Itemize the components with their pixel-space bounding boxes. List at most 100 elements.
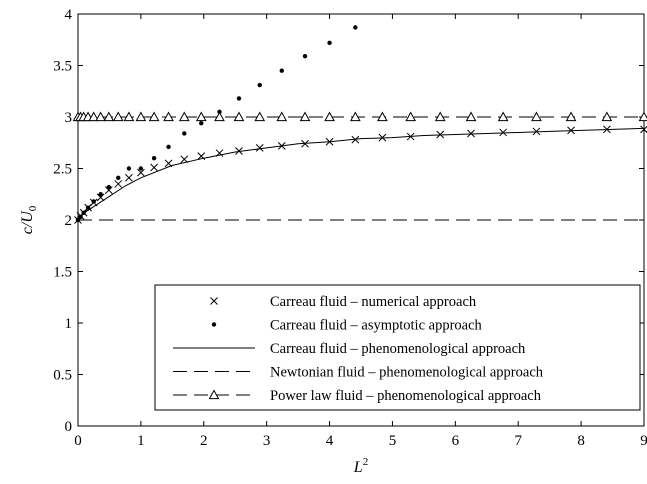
x-tick-label: 6 (452, 433, 460, 449)
y-tick-label: 0 (65, 419, 73, 435)
x-marker (125, 173, 133, 182)
dot-marker (85, 205, 91, 210)
triangle-marker (95, 111, 106, 122)
y-tick-label: 2 (65, 213, 73, 229)
triangle-marker (123, 111, 135, 122)
x-tick-label: 9 (640, 433, 647, 449)
dot-marker (257, 82, 262, 88)
triangle-marker (276, 111, 288, 122)
series-layer (72, 25, 647, 224)
dot-marker (279, 68, 284, 73)
triangle-marker (254, 111, 266, 122)
x-tick-label: 8 (577, 433, 585, 449)
x-marker (210, 297, 218, 305)
legend-entry: Newtonian fluid – phenomenological appro… (173, 365, 544, 381)
y-tick-label: 1 (65, 316, 73, 332)
dot-marker (151, 156, 157, 161)
triangle-marker (465, 111, 477, 122)
x-axis-label-sup: 2 (363, 456, 369, 468)
legend-entry: Carreau fluid – numerical approach (210, 294, 477, 310)
triangle-marker (601, 111, 613, 122)
triangle-marker (349, 111, 361, 122)
legend-label: Carreau fluid – phenomenological approac… (270, 341, 526, 357)
triangle-marker (214, 111, 225, 122)
triangle-marker (148, 111, 160, 122)
legend-label: Carreau fluid – asymptotic approach (270, 318, 483, 334)
x-tick-label: 3 (263, 433, 271, 449)
dot-marker (106, 184, 112, 190)
triangle-marker (377, 111, 388, 122)
dot-marker (138, 166, 144, 171)
y-tick-label: 3 (65, 110, 73, 126)
series-0 (74, 125, 647, 224)
legend-entry: Carreau fluid – asymptotic approach (211, 318, 483, 334)
series-2 (77, 127, 645, 221)
y-tick-label: 2.5 (53, 162, 72, 178)
dot-marker (353, 25, 358, 30)
x-marker (114, 180, 123, 188)
legend-label: Carreau fluid – numerical approach (270, 294, 477, 310)
y-tick-label: 1.5 (53, 265, 72, 281)
dot-marker (126, 166, 132, 171)
triangle-marker (195, 111, 207, 122)
x-marker (467, 129, 475, 138)
triangle-marker (163, 111, 174, 122)
triangle-marker (565, 111, 577, 122)
dot-marker (211, 322, 217, 327)
x-marker (640, 125, 647, 134)
y-tick-label: 4 (65, 7, 73, 23)
legend-entry: Carreau fluid – phenomenological approac… (173, 341, 526, 357)
dot-marker (302, 54, 308, 59)
x-marker (255, 144, 264, 152)
dot-marker (236, 96, 242, 101)
triangle-marker (324, 111, 335, 122)
x-marker (150, 163, 158, 172)
x-marker (137, 168, 145, 177)
dot-marker (116, 175, 121, 180)
triangle-marker (135, 111, 147, 122)
x-tick-label: 4 (326, 433, 334, 449)
dot-marker (166, 144, 171, 150)
x-axis-label: L2 (353, 456, 368, 476)
x-tick-label: 0 (74, 433, 82, 449)
series-line (77, 127, 645, 221)
x-tick-label: 1 (137, 433, 145, 449)
legend: Carreau fluid – numerical approach Carrea… (154, 284, 641, 411)
triangle-marker (233, 111, 245, 122)
x-tick-label: 5 (389, 433, 397, 449)
x-marker (104, 186, 113, 194)
dot-marker (327, 40, 332, 46)
legend-label: Newtonian fluid – phenomenological appro… (270, 365, 544, 381)
triangle-marker (112, 111, 124, 122)
legend-entry: Power law fluid – phenomenological appro… (173, 388, 542, 404)
dot-marker (182, 131, 187, 136)
dot-marker (199, 120, 204, 126)
x-marker (96, 193, 105, 202)
y-tick-label: 0.5 (53, 368, 72, 384)
triangle-marker (299, 111, 311, 122)
x-tick-label: 7 (514, 433, 522, 449)
y-axis-label-base: c/U (19, 210, 36, 235)
axis-ticks (77, 13, 645, 427)
triangle-marker (103, 111, 115, 122)
triangle-marker (497, 111, 509, 122)
triangle-marker (405, 111, 417, 122)
triangle-marker (531, 111, 542, 122)
dot-marker (98, 192, 103, 197)
legend-label: Power law fluid – phenomenological appro… (270, 388, 542, 404)
triangle-marker (434, 111, 446, 122)
triangle-marker (88, 111, 100, 122)
triangle-marker (178, 111, 190, 122)
y-axis-label-sub: 0 (27, 205, 39, 211)
y-tick-label: 3.5 (53, 59, 72, 75)
series-1 (75, 25, 358, 223)
x-marker (180, 155, 189, 164)
dot-marker (91, 199, 96, 204)
series-4 (72, 111, 647, 122)
x-marker (235, 147, 243, 155)
x-axis-label-base: L (353, 459, 363, 476)
axis-tick-labels: 0 1 2 3 4 5 6 7 8 9 0 0.5 1 1.5 2 2.5 3 3.5 4 (53, 7, 647, 449)
x-tick-label: 2 (200, 433, 208, 449)
triangle-marker (208, 389, 220, 400)
